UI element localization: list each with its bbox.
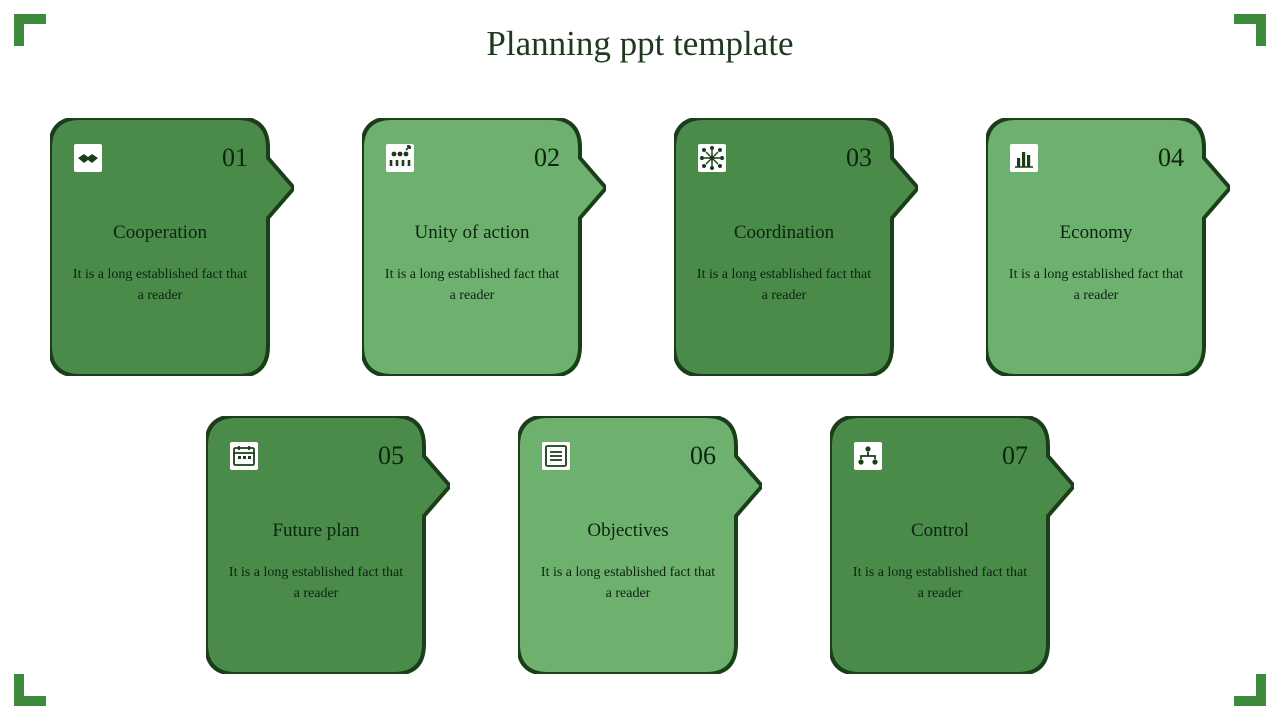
step-card: 07 Control It is a long established fact…: [830, 416, 1074, 674]
step-number: 05: [378, 441, 404, 471]
corner-bracket-br: [1234, 674, 1266, 706]
step-card: 01 Cooperation It is a long established …: [50, 118, 294, 376]
step-description: It is a long established fact that a rea…: [540, 562, 716, 604]
step-number: 04: [1158, 143, 1184, 173]
step-heading: Economy: [1008, 222, 1184, 244]
step-number: 03: [846, 143, 872, 173]
step-heading: Objectives: [540, 520, 716, 542]
step-description: It is a long established fact that a rea…: [852, 562, 1028, 604]
handshake-icon: [72, 142, 104, 174]
step-heading: Cooperation: [72, 222, 248, 244]
team-up-icon: [384, 142, 416, 174]
step-description: It is a long established fact that a rea…: [384, 264, 560, 306]
step-heading: Coordination: [696, 222, 872, 244]
slide-title: Planning ppt template: [0, 24, 1280, 64]
list-icon: [540, 440, 572, 472]
step-description: It is a long established fact that a rea…: [228, 562, 404, 604]
calendar-icon: [228, 440, 260, 472]
step-description: It is a long established fact that a rea…: [696, 264, 872, 306]
network-icon: [696, 142, 728, 174]
step-description: It is a long established fact that a rea…: [72, 264, 248, 306]
step-heading: Future plan: [228, 520, 404, 542]
step-card: 05 Future plan It is a long established …: [206, 416, 450, 674]
org-chart-icon: [852, 440, 884, 472]
step-number: 06: [690, 441, 716, 471]
step-heading: Unity of action: [384, 222, 560, 244]
step-card: 06 Objectives It is a long established f…: [518, 416, 762, 674]
step-number: 07: [1002, 441, 1028, 471]
step-card: 04 Economy It is a long established fact…: [986, 118, 1230, 376]
card-row-2: 05 Future plan It is a long established …: [0, 416, 1280, 674]
card-row-1: 01 Cooperation It is a long established …: [0, 118, 1280, 376]
step-number: 01: [222, 143, 248, 173]
step-heading: Control: [852, 520, 1028, 542]
step-card: 03 Coordination It is a long established…: [674, 118, 918, 376]
step-description: It is a long established fact that a rea…: [1008, 264, 1184, 306]
corner-bracket-bl: [14, 674, 46, 706]
step-card: 02 Unity of action It is a long establis…: [362, 118, 606, 376]
bar-chart-icon: [1008, 142, 1040, 174]
step-number: 02: [534, 143, 560, 173]
